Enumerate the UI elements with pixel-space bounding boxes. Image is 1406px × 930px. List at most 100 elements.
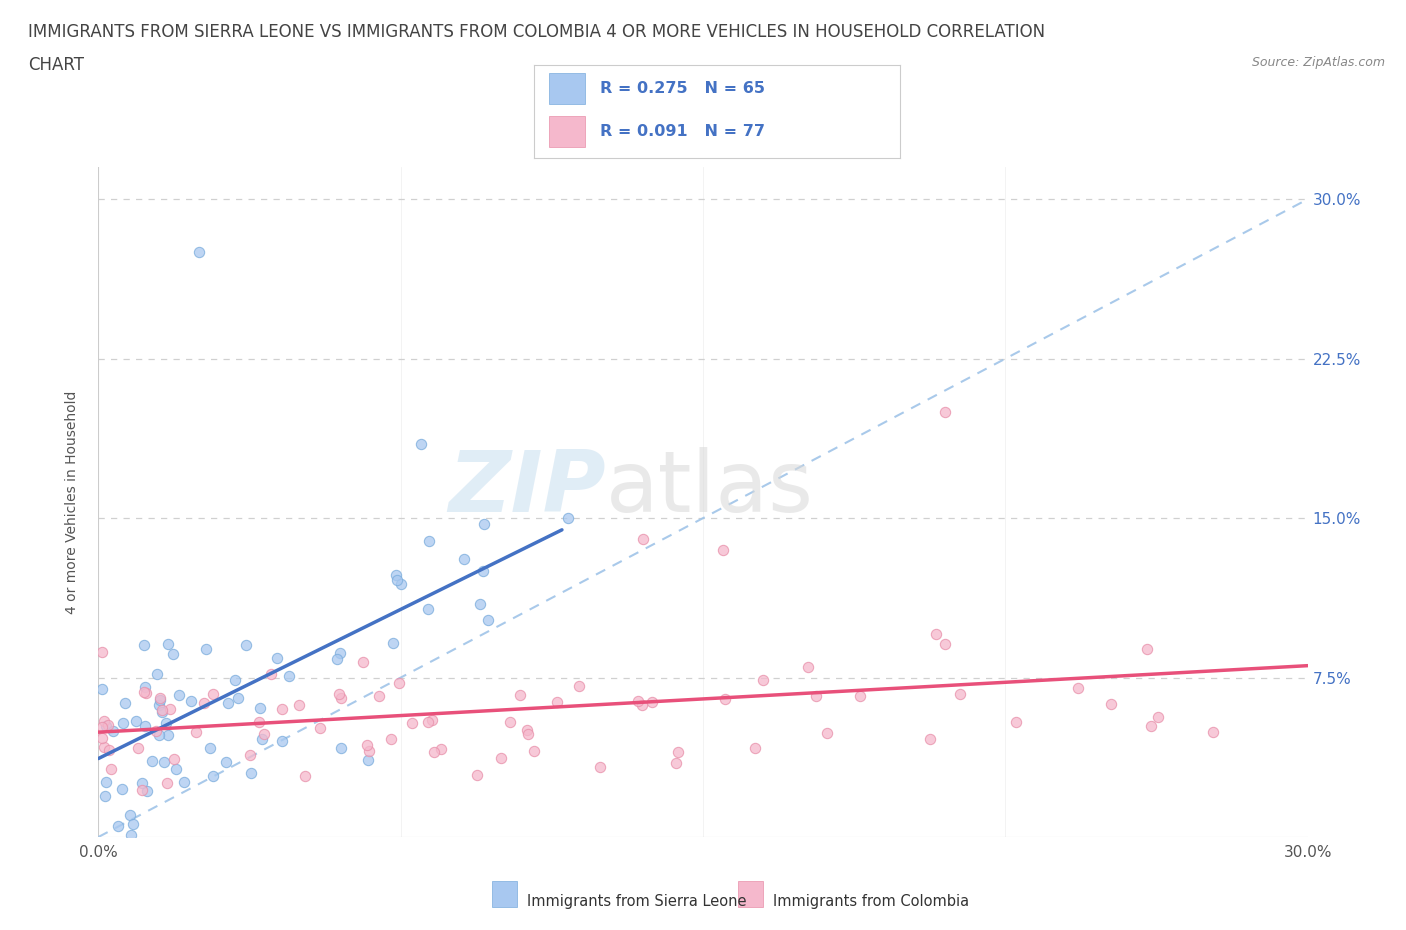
Text: ZIP: ZIP: [449, 447, 606, 530]
Point: [631, 532, 654, 547]
Point: [665, 756, 688, 771]
Point: [165, 761, 187, 776]
Point: [111, 716, 134, 731]
Point: [751, 672, 773, 687]
Point: [416, 714, 439, 729]
Point: [326, 652, 349, 667]
Point: [489, 751, 512, 765]
Point: [156, 776, 179, 790]
Point: [145, 724, 167, 738]
Point: [920, 732, 942, 747]
Point: [357, 743, 380, 758]
Point: [804, 688, 827, 703]
Point: [385, 572, 408, 587]
Point: [125, 713, 148, 728]
FancyBboxPatch shape: [548, 116, 585, 147]
Point: [91, 720, 114, 735]
Point: [934, 636, 956, 651]
Point: [94, 775, 117, 790]
Point: [418, 602, 440, 617]
Point: [201, 768, 224, 783]
Point: [193, 696, 215, 711]
Point: [589, 759, 612, 774]
Point: [949, 686, 972, 701]
Point: [356, 737, 378, 752]
Point: [477, 612, 499, 627]
Point: [420, 712, 443, 727]
Point: [499, 715, 522, 730]
Point: [94, 789, 117, 804]
Point: [247, 715, 270, 730]
Point: [329, 740, 352, 755]
Point: [134, 680, 156, 695]
Point: [546, 695, 568, 710]
Point: [357, 752, 380, 767]
Point: [849, 688, 872, 703]
Point: [141, 753, 163, 768]
Point: [159, 701, 181, 716]
Point: [249, 700, 271, 715]
Point: [934, 405, 956, 419]
Point: [401, 715, 423, 730]
FancyBboxPatch shape: [548, 73, 585, 104]
Point: [557, 511, 579, 525]
Text: atlas: atlas: [606, 447, 814, 530]
Point: [134, 719, 156, 734]
Point: [640, 695, 662, 710]
Point: [815, 725, 838, 740]
Point: [711, 542, 734, 557]
Point: [382, 636, 405, 651]
Point: [631, 698, 654, 712]
Point: [188, 245, 211, 259]
Point: [202, 686, 225, 701]
Point: [352, 655, 374, 670]
Point: [329, 691, 352, 706]
Point: [118, 807, 141, 822]
Point: [1005, 714, 1028, 729]
Text: R = 0.091   N = 77: R = 0.091 N = 77: [600, 124, 765, 140]
Point: [100, 762, 122, 777]
Text: Immigrants from Sierra Leone: Immigrants from Sierra Leone: [527, 894, 747, 909]
Point: [523, 743, 546, 758]
Point: [93, 714, 115, 729]
Point: [180, 694, 202, 709]
Point: [134, 684, 156, 699]
Point: [260, 667, 283, 682]
Point: [155, 715, 177, 730]
Point: [278, 669, 301, 684]
Point: [157, 636, 180, 651]
Point: [134, 637, 156, 652]
Point: [121, 817, 143, 831]
Point: [380, 732, 402, 747]
Point: [453, 551, 475, 566]
Point: [1140, 719, 1163, 734]
Point: [797, 659, 820, 674]
Point: [148, 727, 170, 742]
Point: [153, 755, 176, 770]
Point: [150, 702, 173, 717]
Point: [226, 691, 249, 706]
Point: [131, 776, 153, 790]
Point: [91, 682, 114, 697]
Point: [145, 667, 167, 682]
Point: [294, 768, 316, 783]
Point: [217, 696, 239, 711]
Point: [120, 828, 142, 843]
Point: [235, 638, 257, 653]
Point: [114, 695, 136, 710]
Point: [409, 436, 432, 451]
Point: [253, 726, 276, 741]
Point: [149, 693, 172, 708]
Point: [107, 818, 129, 833]
Point: [308, 720, 330, 735]
Point: [184, 724, 207, 739]
Point: [91, 731, 114, 746]
Text: Immigrants from Colombia: Immigrants from Colombia: [773, 894, 969, 909]
Point: [252, 732, 274, 747]
Point: [429, 741, 451, 756]
Y-axis label: 4 or more Vehicles in Household: 4 or more Vehicles in Household: [65, 391, 79, 614]
Point: [423, 745, 446, 760]
Text: R = 0.275   N = 65: R = 0.275 N = 65: [600, 81, 765, 97]
Point: [215, 754, 238, 769]
Point: [1202, 725, 1225, 740]
